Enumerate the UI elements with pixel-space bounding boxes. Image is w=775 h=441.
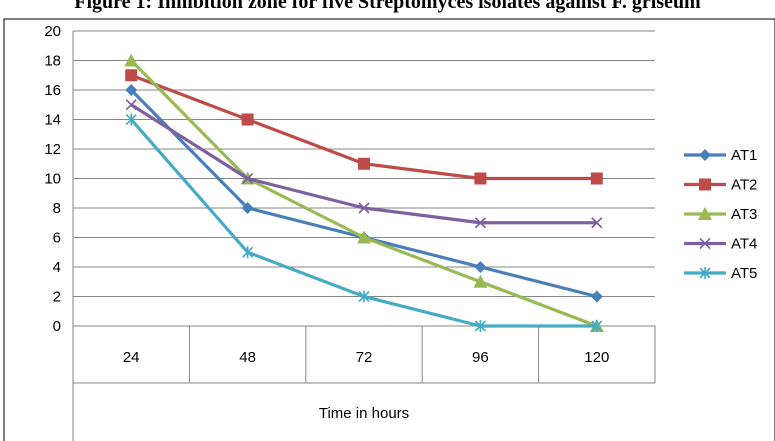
x-tick-label: 24 xyxy=(123,349,140,366)
data-point-marker xyxy=(125,113,137,126)
x-tick-label: 120 xyxy=(584,349,609,366)
chart-title: Figure 1: Inhibition zone for five Strep… xyxy=(74,0,701,13)
y-tick-label: 10 xyxy=(44,171,61,188)
data-point-marker xyxy=(357,230,371,244)
y-tick-label: 8 xyxy=(53,200,61,217)
legend-label: AT2 xyxy=(731,177,757,194)
data-point-marker xyxy=(125,99,137,111)
data-point-marker xyxy=(241,202,254,214)
series-at5 xyxy=(125,113,603,332)
x-tick-label: 48 xyxy=(239,349,256,366)
legend-item-at3: AT3 xyxy=(684,206,757,223)
data-point-marker xyxy=(124,53,139,67)
data-point-marker xyxy=(241,113,254,126)
data-point-marker xyxy=(358,157,370,170)
series-line xyxy=(130,88,598,299)
legend-item-at5: AT5 xyxy=(684,265,757,282)
legend-marker xyxy=(699,178,711,191)
legend-marker xyxy=(699,237,711,250)
series-at2 xyxy=(125,69,603,185)
legend-item-at2: AT2 xyxy=(684,177,757,194)
y-tick-label: 20 xyxy=(44,23,61,40)
y-tick-label: 12 xyxy=(44,141,61,158)
legend-marker xyxy=(699,267,711,279)
x-axis-title: Time in hours xyxy=(319,405,409,422)
y-tick-label: 6 xyxy=(53,230,61,247)
data-point-marker xyxy=(590,290,603,303)
data-point-marker xyxy=(474,261,487,273)
legend-item-at4: AT4 xyxy=(684,236,757,253)
data-point-marker xyxy=(358,202,370,214)
series-at4 xyxy=(125,99,603,229)
data-point-marker xyxy=(242,246,254,259)
data-point-marker xyxy=(474,320,486,332)
chart-frame xyxy=(3,18,775,441)
legend: AT1 AT2 AT3 AT4 AT5 xyxy=(684,147,757,282)
y-tick-label: 16 xyxy=(44,82,61,99)
legend-label: AT1 xyxy=(731,147,757,164)
y-tick-label: 0 xyxy=(53,318,61,335)
data-point-marker xyxy=(591,320,603,332)
data-point-marker xyxy=(125,69,138,82)
x-tick-label: 96 xyxy=(472,349,489,366)
legend-marker xyxy=(699,149,711,161)
legend-item-at1: AT1 xyxy=(684,147,757,164)
y-tick-label: 18 xyxy=(44,53,61,70)
series-at3 xyxy=(124,53,604,332)
data-point-marker xyxy=(591,217,603,229)
data-point-marker xyxy=(125,84,138,96)
legend-label: AT4 xyxy=(731,236,757,253)
data-point-marker xyxy=(474,217,486,229)
legend-label: AT3 xyxy=(731,206,757,223)
x-tick-label: 72 xyxy=(356,349,373,366)
legend-label: AT5 xyxy=(731,265,757,282)
y-tick-label: 2 xyxy=(53,289,61,306)
y-tick-label: 14 xyxy=(44,112,61,129)
data-point-marker xyxy=(358,290,370,303)
y-tick-label: 4 xyxy=(53,259,61,276)
legend-marker xyxy=(698,207,712,220)
data-point-marker xyxy=(242,172,254,185)
series-lines xyxy=(124,53,604,332)
data-point-marker xyxy=(474,172,487,185)
data-point-marker xyxy=(590,172,603,185)
data-point-marker xyxy=(473,274,488,288)
